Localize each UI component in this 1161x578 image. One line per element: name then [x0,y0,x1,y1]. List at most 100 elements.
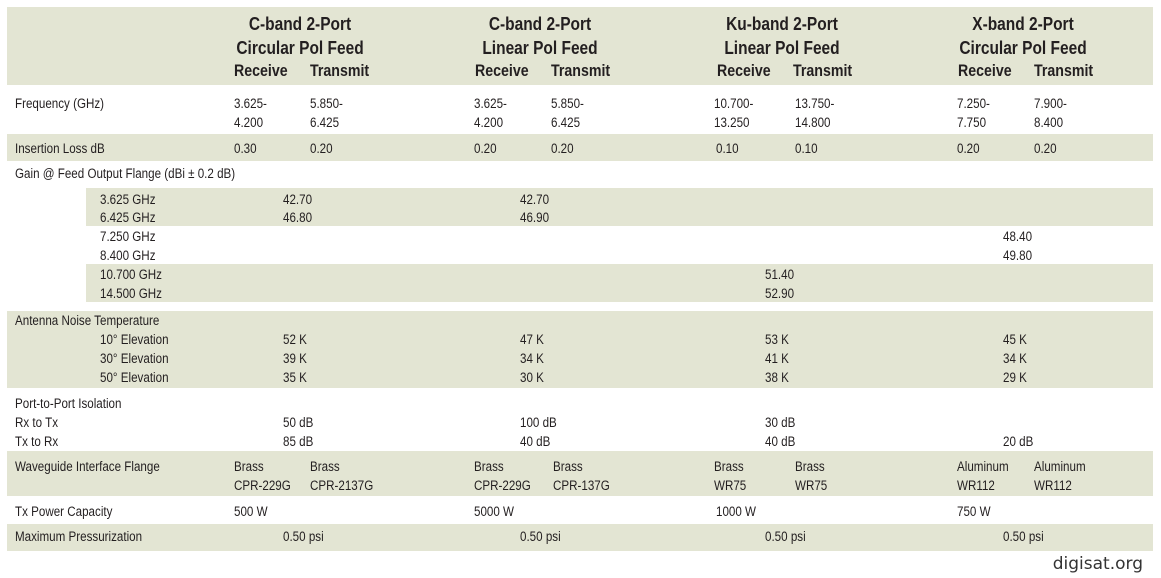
cell: 52.90 [765,286,795,301]
receive-header: Receive [717,62,771,80]
elevation-label: 30° Elevation [100,351,169,366]
pressure-band [7,524,1153,551]
cell: 0.20 [310,141,333,156]
cell: 34 K [1003,351,1027,366]
insertion-loss-band [7,134,1153,161]
cell: 100 dB [520,415,557,430]
column-title-line1: Ku-band 2-Port [726,14,838,34]
cell: Aluminum WR112 [957,459,1009,493]
transmit-header: Transmit [1034,62,1094,80]
cell: 40 dB [765,434,796,449]
cell: 0.10 [795,141,818,156]
cell: 0.30 [234,141,257,156]
section-label: Gain @ Feed Output Flange (dBi ± 0.2 dB) [15,166,236,181]
cell: Brass WR75 [795,459,828,493]
cell: 0.50 psi [520,529,561,544]
cell: 50 dB [283,415,314,430]
cell: 48.40 [1003,229,1033,244]
cell: 46.90 [520,210,550,225]
cell: 5.850- 6.425 [310,96,343,130]
cell: 20 dB [1003,434,1034,449]
gain-freq: 3.625 GHz [100,192,156,207]
elevation-label: 50° Elevation [100,370,169,385]
row-label: Insertion Loss dB [15,141,105,156]
cell: 29 K [1003,370,1027,385]
transmit-header: Transmit [793,62,853,80]
cell: 41 K [765,351,789,366]
cell: 3.625- 4.200 [234,96,267,130]
column-title-line1: C-band 2-Port [488,14,592,34]
column-title-line2: Circular Pol Feed [236,38,364,58]
receive-header: Receive [475,62,529,80]
direction-label: Tx to Rx [15,434,59,449]
section-label: Antenna Noise Temperature [15,313,160,328]
row-label: Waveguide Interface Flange [15,459,160,474]
cell: 47 K [520,332,544,347]
cell: 46.80 [283,210,313,225]
cell: 40 dB [520,434,551,449]
cell: 0.20 [957,141,980,156]
cell: 7.900- 8.400 [1034,96,1067,130]
cell: 5000 W [474,504,515,519]
cell: Brass CPR-229G [474,459,531,493]
column-title-line1: C-band 2-Port [248,14,352,34]
cell: 5.850- 6.425 [551,96,584,130]
gain-freq: 10.700 GHz [100,267,162,282]
cell: 42.70 [520,192,550,207]
gain-freq: 7.250 GHz [100,229,156,244]
column-title-line1: X-band 2-Port [972,14,1074,34]
receive-header: Receive [958,62,1012,80]
cell: 49.80 [1003,248,1033,263]
cell: 10.700- 13.250 [714,96,754,130]
column-title-line2: Linear Pol Feed [482,38,598,58]
cell: 0.10 [716,141,739,156]
elevation-label: 10° Elevation [100,332,169,347]
cell: Brass CPR-229G [234,459,291,493]
cell: 0.20 [1034,141,1057,156]
cell: 0.50 psi [283,529,324,544]
section-label: Port-to-Port Isolation [15,396,122,411]
cell: 7.250- 7.750 [957,96,990,130]
gain-band-2 [86,264,1153,302]
cell: 500 W [234,504,268,519]
cell: 1000 W [716,504,757,519]
cell: 0.50 psi [765,529,806,544]
cell: 42.70 [283,192,313,207]
cell: 13.750- 14.800 [795,96,835,130]
direction-label: Rx to Tx [15,415,59,430]
cell: 0.20 [474,141,497,156]
cell: 34 K [520,351,544,366]
cell: 53 K [765,332,789,347]
column-title-line2: Linear Pol Feed [724,38,840,58]
cell: 39 K [283,351,307,366]
cell: 35 K [283,370,307,385]
gain-freq: 6.425 GHz [100,210,156,225]
cell: 52 K [283,332,307,347]
cell: 38 K [765,370,789,385]
cell: Brass CPR-2137G [310,459,374,493]
column-title-line2: Circular Pol Feed [959,38,1087,58]
transmit-header: Transmit [551,62,611,80]
cell: 30 dB [765,415,796,430]
cell: 3.625- 4.200 [474,96,507,130]
gain-band-1 [86,188,1153,226]
noise-band [7,311,1153,388]
row-label: Frequency (GHz) [15,96,105,111]
cell: 0.50 psi [1003,529,1044,544]
row-label: Tx Power Capacity [15,504,113,519]
row-label: Maximum Pressurization [15,529,143,544]
cell: Aluminum WR112 [1034,459,1086,493]
cell: Brass CPR-137G [553,459,610,493]
cell: 0.20 [551,141,574,156]
gain-freq: 14.500 GHz [100,286,162,301]
cell: 51.40 [765,267,795,282]
flange-band [7,451,1153,496]
cell: 30 K [520,370,544,385]
receive-header: Receive [234,62,288,80]
cell: 45 K [1003,332,1027,347]
gain-freq: 8.400 GHz [100,248,156,263]
watermark: digisat.org [1052,554,1143,574]
transmit-header: Transmit [310,62,370,80]
cell: Brass WR75 [714,459,747,493]
header-band [7,7,1153,85]
